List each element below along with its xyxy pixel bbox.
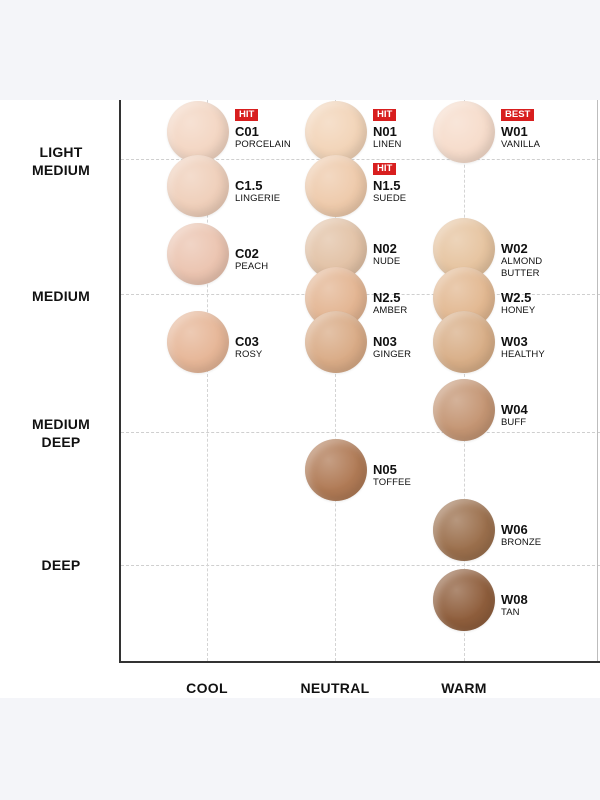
shade-swatch-n01[interactable]	[305, 101, 367, 163]
shade-name: PEACH	[235, 261, 269, 272]
shade-swatch-c03[interactable]	[167, 311, 229, 373]
y-label-deep: DEEP	[10, 556, 112, 574]
shade-badge: BEST	[501, 109, 535, 121]
grid-line	[335, 100, 336, 661]
shade-swatch-w01[interactable]	[433, 101, 495, 163]
shade-code: W08	[501, 592, 528, 607]
shade-label: C03 ROSY	[235, 335, 262, 361]
shade-code: N2.5	[373, 290, 401, 305]
y-label-line: LIGHT	[39, 144, 83, 160]
y-label-line: DEEP	[41, 434, 81, 450]
shade-name: AMBER	[373, 305, 408, 316]
shade-code: W2.5	[501, 290, 532, 305]
shade-label: W01 VANILLA	[501, 125, 540, 151]
x-label-warm: WARM	[441, 680, 487, 696]
shade-label: W03 HEALTHY	[501, 335, 545, 361]
shade-name: LINGERIE	[235, 193, 281, 204]
shade-label: N1.5 SUEDE	[373, 179, 406, 205]
shade-code: W06	[501, 522, 528, 537]
shade-label: W06 BRONZE	[501, 523, 541, 549]
shade-name: ROSY	[235, 349, 263, 360]
shade-label: W08 TAN	[501, 593, 528, 619]
shade-code: C1.5	[235, 178, 263, 193]
grid-line	[207, 100, 208, 661]
x-label-neutral: NEUTRAL	[300, 680, 370, 696]
shade-swatch-n1-5[interactable]	[305, 155, 367, 217]
y-label-line: MEDIUM	[32, 162, 90, 178]
shade-code: C02	[235, 246, 259, 261]
shade-name: VANILLA	[501, 139, 541, 150]
shade-name: GINGER	[373, 349, 412, 360]
shade-label: W2.5 HONEY	[501, 291, 535, 317]
shade-name: ALMOND	[501, 256, 543, 267]
shade-code: W03	[501, 334, 528, 349]
shade-badge: HIT	[235, 109, 259, 121]
y-label-line: MEDIUM	[32, 416, 90, 432]
shade-code: W02	[501, 241, 528, 256]
shade-code: N05	[373, 462, 397, 477]
shade-swatch-w08[interactable]	[433, 569, 495, 631]
y-label-line: DEEP	[41, 557, 81, 573]
shade-name: SUEDE	[373, 193, 407, 204]
shade-label: N05 TOFFEE	[373, 463, 411, 489]
y-label-medium: MEDIUM	[10, 287, 112, 305]
chart-border	[597, 100, 598, 661]
grid-line	[121, 565, 600, 566]
grid-line	[121, 159, 600, 160]
shade-name: PORCELAIN	[235, 139, 291, 150]
shade-label: N01 LINEN	[373, 125, 401, 151]
shade-code: N03	[373, 334, 397, 349]
shade-swatch-c1-5[interactable]	[167, 155, 229, 217]
shade-swatch-n03[interactable]	[305, 311, 367, 373]
y-axis-line	[119, 100, 121, 663]
shade-code: C01	[235, 124, 259, 139]
y-label-medium-deep: MEDIUM DEEP	[10, 415, 112, 451]
shade-swatch-w06[interactable]	[433, 499, 495, 561]
shade-code: C03	[235, 334, 259, 349]
chart-panel	[0, 100, 600, 698]
shade-code: N02	[373, 241, 397, 256]
shade-badge: HIT	[373, 109, 397, 121]
shade-swatch-n05[interactable]	[305, 439, 367, 501]
shade-code: W01	[501, 124, 528, 139]
shade-label: N2.5 AMBER	[373, 291, 407, 317]
y-label-light-medium: LIGHT MEDIUM	[10, 143, 112, 179]
shade-name: TAN	[501, 607, 520, 618]
shade-code: N01	[373, 124, 397, 139]
shade-label: N03 GINGER	[373, 335, 411, 361]
x-label-cool: COOL	[186, 680, 228, 696]
shade-label: N02 NUDE	[373, 242, 400, 268]
shade-name: BUFF	[501, 417, 527, 428]
shade-swatch-w02[interactable]	[433, 218, 495, 280]
shade-label: W02 ALMOND BUTTER	[501, 242, 542, 280]
shade-label: C01 PORCELAIN	[235, 125, 291, 151]
shade-swatch-c02[interactable]	[167, 223, 229, 285]
shade-label: C02 PEACH	[235, 247, 268, 273]
shade-swatch-w03[interactable]	[433, 311, 495, 373]
shade-name: NUDE	[373, 256, 401, 267]
shade-label: W04 BUFF	[501, 403, 528, 429]
shade-label: C1.5 LINGERIE	[235, 179, 280, 205]
shade-badge: HIT	[373, 163, 397, 175]
shade-swatch-w04[interactable]	[433, 379, 495, 441]
grid-line	[121, 432, 600, 433]
shade-name: HEALTHY	[501, 349, 545, 360]
shade-name: BRONZE	[501, 537, 542, 548]
y-label-line: MEDIUM	[32, 288, 90, 304]
shade-code: N1.5	[373, 178, 401, 193]
shade-code: W04	[501, 402, 528, 417]
shade-name: LINEN	[373, 139, 402, 150]
shade-name: HONEY	[501, 305, 536, 316]
x-axis-line	[119, 661, 600, 663]
shade-name: TOFFEE	[373, 477, 411, 488]
shade-swatch-c01[interactable]	[167, 101, 229, 163]
shade-name: BUTTER	[501, 268, 540, 279]
